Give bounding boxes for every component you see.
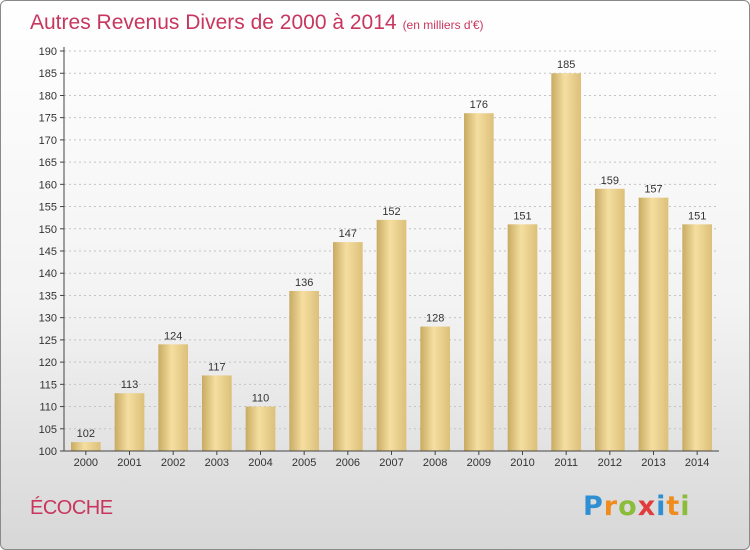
y-tick-label: 130 bbox=[39, 313, 57, 325]
y-tick-label: 140 bbox=[39, 268, 57, 280]
data-label: 136 bbox=[295, 277, 313, 289]
bar bbox=[158, 344, 189, 451]
bar bbox=[463, 113, 494, 451]
bar bbox=[201, 375, 232, 451]
bar bbox=[638, 197, 669, 451]
data-label: 102 bbox=[77, 428, 95, 440]
x-tick-label: 2003 bbox=[205, 457, 229, 469]
logo-letter: t bbox=[666, 491, 681, 522]
x-tick-label: 2004 bbox=[248, 457, 272, 469]
x-tick-label: 2010 bbox=[510, 457, 534, 469]
y-tick-label: 120 bbox=[39, 357, 57, 369]
bars bbox=[70, 73, 713, 451]
bar bbox=[114, 393, 145, 451]
bar bbox=[682, 224, 713, 451]
x-tick-label: 2000 bbox=[74, 457, 98, 469]
data-label: 185 bbox=[557, 59, 575, 71]
data-label: 152 bbox=[382, 206, 400, 218]
data-label: 159 bbox=[601, 175, 619, 187]
y-tick-label: 155 bbox=[39, 202, 57, 214]
data-label: 117 bbox=[208, 361, 226, 373]
logo-letter: P bbox=[583, 491, 604, 522]
logo-letter: o bbox=[618, 491, 638, 522]
bar bbox=[70, 442, 101, 451]
logo-letter: i bbox=[680, 491, 691, 522]
y-tick-label: 190 bbox=[39, 46, 57, 58]
commune-name: ÉCOCHE bbox=[30, 497, 113, 519]
y-tick-label: 175 bbox=[39, 113, 57, 125]
x-axis: 2000 2001 2002 2003 2004 2005 2006 2007 2008 2009… bbox=[64, 450, 719, 469]
bar bbox=[420, 326, 451, 451]
x-tick-label: 2013 bbox=[641, 457, 665, 469]
bar bbox=[332, 242, 363, 451]
bar bbox=[245, 406, 276, 451]
bar bbox=[594, 188, 625, 451]
y-tick-label: 170 bbox=[39, 135, 57, 147]
y-tick-label: 185 bbox=[39, 68, 57, 80]
data-labels: 102 113 124 117 110 136 147 152 128 176 151 185 159 1… bbox=[77, 59, 707, 440]
x-tick-label: 2006 bbox=[336, 457, 360, 469]
y-tick-label: 160 bbox=[39, 179, 57, 191]
x-tick-label: 2012 bbox=[598, 457, 622, 469]
bar bbox=[376, 219, 407, 451]
bar bbox=[289, 291, 320, 451]
y-tick-label: 150 bbox=[39, 224, 57, 236]
data-label: 124 bbox=[164, 330, 182, 342]
data-label: 151 bbox=[513, 210, 531, 222]
data-label: 110 bbox=[252, 393, 270, 405]
y-tick-label: 105 bbox=[39, 424, 57, 436]
data-label: 151 bbox=[688, 210, 706, 222]
chart-title-text: Autres Revenus Divers de 2000 à 2014 bbox=[30, 11, 397, 34]
x-tick-label: 2007 bbox=[379, 457, 403, 469]
x-tick-label: 2011 bbox=[554, 457, 578, 469]
data-label: 113 bbox=[121, 379, 139, 391]
y-tick-label: 100 bbox=[39, 446, 57, 458]
x-tick-label: 2009 bbox=[467, 457, 491, 469]
x-tick-label: 2005 bbox=[292, 457, 316, 469]
data-label: 157 bbox=[644, 184, 662, 196]
proxiti-logo: Proxiti bbox=[583, 491, 691, 522]
chart-unit: (en milliers d'€) bbox=[402, 18, 484, 32]
logo-letter: r bbox=[603, 491, 619, 522]
logo-letter: i bbox=[656, 491, 667, 522]
y-axis: 100 105 110 115 120 125 130 135 140 145 150 155 160 1… bbox=[39, 46, 65, 458]
y-tick-label: 135 bbox=[39, 290, 57, 302]
logo-letter: x bbox=[637, 491, 657, 522]
x-tick-label: 2001 bbox=[117, 457, 141, 469]
y-tick-label: 110 bbox=[39, 402, 57, 414]
y-tick-label: 165 bbox=[39, 157, 57, 169]
y-tick-label: 180 bbox=[39, 90, 57, 102]
x-tick-label: 2008 bbox=[423, 457, 447, 469]
y-tick-label: 115 bbox=[39, 379, 57, 391]
bar bbox=[551, 73, 582, 451]
x-tick-label: 2002 bbox=[161, 457, 185, 469]
chart-title: Autres Revenus Divers de 2000 à 2014 (en … bbox=[30, 11, 484, 35]
bar bbox=[507, 224, 538, 451]
data-label: 176 bbox=[470, 99, 488, 111]
x-tick-label: 2014 bbox=[685, 457, 709, 469]
y-tick-label: 125 bbox=[39, 335, 57, 347]
data-label: 128 bbox=[426, 313, 444, 325]
data-label: 147 bbox=[339, 228, 357, 240]
y-tick-label: 145 bbox=[39, 246, 57, 258]
